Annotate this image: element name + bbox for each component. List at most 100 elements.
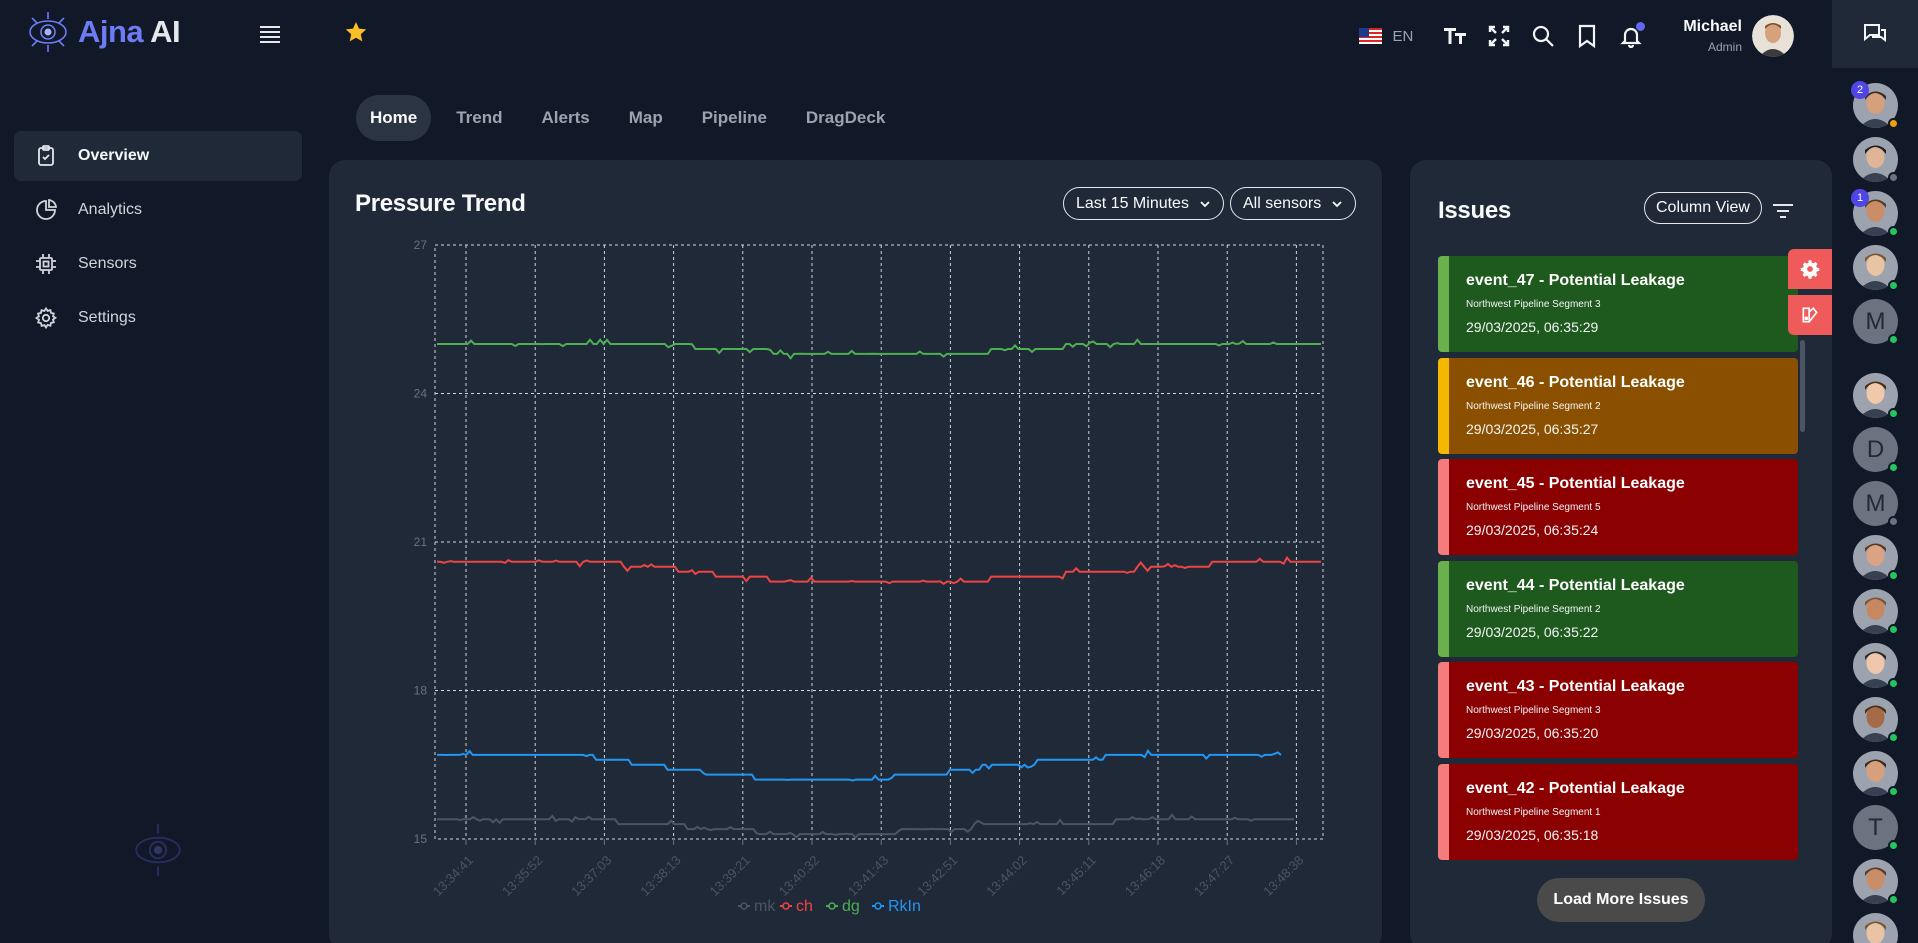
contact-avatar[interactable]	[1853, 589, 1899, 635]
tab-pipeline[interactable]: Pipeline	[701, 108, 767, 127]
sensor-filter-dropdown[interactable]: All sensors	[1230, 187, 1357, 220]
x-tick-label: 13:38:13	[637, 853, 683, 899]
fullscreen-icon[interactable]	[1485, 22, 1513, 50]
sidebar-nav: Overview Analytics Sensors Settings	[14, 131, 302, 347]
sidebar-item-analytics[interactable]: Analytics	[14, 185, 302, 235]
x-tick-label: 13:44:02	[983, 853, 1029, 899]
time-range-dropdown[interactable]: Last 15 Minutes	[1063, 187, 1224, 220]
tab-map[interactable]: Map	[628, 108, 663, 127]
contact-avatar[interactable]	[1853, 913, 1898, 943]
presence-status	[1888, 786, 1899, 797]
load-more-issues-button[interactable]: Load More Issues	[1537, 878, 1705, 922]
presence-status	[1888, 408, 1899, 419]
search-icon[interactable]	[1529, 22, 1557, 50]
notification-dot	[1636, 22, 1646, 31]
issue-time: 29/03/2025, 06:35:20	[1466, 725, 1599, 741]
issue-title: event_43 - Potential Leakage	[1466, 678, 1685, 695]
y-tick-label: 21	[414, 535, 428, 549]
y-tick-label: 24	[414, 387, 428, 401]
contact-avatar[interactable]: 1	[1851, 189, 1899, 237]
unread-badge: 2	[1851, 81, 1869, 99]
pressure-trend-card: Pressure Trend Last 15 Minutes All senso…	[329, 160, 1382, 943]
legend-label: mk	[754, 898, 776, 915]
tab-alerts[interactable]: Alerts	[541, 108, 590, 127]
filter-icon[interactable]	[1772, 202, 1794, 220]
contact-avatar[interactable]: M	[1853, 481, 1899, 527]
issue-list-scrollbar[interactable]	[1800, 340, 1805, 432]
clipboard-check-icon	[38, 145, 54, 166]
sidebar-item-label: Overview	[78, 147, 150, 164]
menu-toggle-icon[interactable]	[260, 26, 280, 44]
bell-icon[interactable]	[1617, 22, 1646, 50]
issue-item[interactable]: event_47 - Potential Leakage Northwest Pi…	[1438, 256, 1798, 352]
legend-swatch-marker	[874, 902, 882, 910]
contact-avatar[interactable]	[1853, 535, 1899, 581]
sidebar-item-settings[interactable]: Settings	[14, 293, 302, 343]
user-menu[interactable]: Michael Admin	[1683, 15, 1794, 57]
contact-avatar[interactable]: 2	[1851, 81, 1899, 129]
pie-chart-icon	[36, 198, 58, 220]
eye-logo-icon	[29, 12, 67, 52]
favorite-star-icon[interactable]	[344, 20, 368, 44]
user-avatar[interactable]	[1752, 15, 1794, 57]
language-selector[interactable]: EN	[1359, 28, 1413, 45]
contact-avatar[interactable]: T	[1853, 805, 1899, 851]
x-tick-label: 13:46:18	[1122, 853, 1168, 899]
tab-trend[interactable]: Trend	[456, 108, 503, 127]
legend-swatch-marker	[828, 902, 836, 910]
sidebar: Ajna AI Overview Analytics Sensors Setti…	[0, 0, 316, 943]
issue-item[interactable]: event_42 - Potential Leakage Northwest Pi…	[1438, 763, 1798, 860]
sensor-filter-value: All sensors	[1243, 194, 1322, 212]
contact-avatar[interactable]	[1853, 751, 1899, 797]
contact-initial: T	[1853, 805, 1898, 850]
contact-avatar[interactable]	[1853, 245, 1899, 291]
issue-item[interactable]: event_44 - Potential Leakage Northwest Pi…	[1438, 560, 1798, 657]
sidebar-item-overview[interactable]: Overview	[14, 131, 302, 181]
app-name: Ajna AI	[78, 14, 181, 49]
issue-segment: Northwest Pipeline Segment 2	[1466, 400, 1601, 412]
presence-status	[1888, 624, 1899, 635]
gear-icon	[1800, 260, 1820, 279]
sidebar-item-label: Analytics	[78, 201, 143, 218]
contact-avatar[interactable]	[1853, 859, 1899, 905]
chart-title: Pressure Trend	[355, 190, 526, 217]
y-tick-label: 15	[414, 832, 428, 846]
app-logo[interactable]: Ajna AI	[26, 10, 181, 54]
issue-time: 29/03/2025, 06:35:29	[1466, 319, 1599, 335]
column-view-button[interactable]: Column View	[1644, 192, 1762, 224]
user-name: Michael	[1683, 18, 1742, 35]
issue-segment: Northwest Pipeline Segment 5	[1466, 502, 1601, 513]
contact-avatar[interactable]	[1853, 373, 1899, 419]
contact-avatar[interactable]: D	[1853, 427, 1899, 473]
issue-item[interactable]: event_45 - Potential Leakage Northwest Pi…	[1438, 459, 1798, 555]
y-tick-label: 27	[414, 238, 428, 252]
severity-stripe	[1438, 459, 1449, 555]
contact-avatar[interactable]	[1853, 137, 1899, 183]
settings-float-button[interactable]	[1788, 249, 1832, 289]
pressure-line-chart: 15 18 21 24 27 13:34:41 13:35:52 13:37:03 13:38:…	[414, 238, 1324, 915]
sidebar-item-sensors[interactable]: Sensors	[14, 239, 302, 289]
tab-home[interactable]: Home	[356, 95, 432, 141]
contact-initial: D	[1853, 427, 1898, 472]
chat-toggle[interactable]	[1832, 0, 1918, 68]
issue-item[interactable]: event_46 - Potential Leakage Northwest Pi…	[1438, 357, 1798, 454]
tab-dragdeck[interactable]: DragDeck	[805, 108, 886, 127]
presence-status	[1888, 894, 1899, 905]
x-tick-label: 13:40:32	[776, 853, 822, 899]
issue-segment: Northwest Pipeline Segment 2	[1466, 603, 1601, 615]
issue-segment: Northwest Pipeline Segment 1	[1466, 806, 1601, 818]
watermark-eye-icon	[135, 824, 181, 876]
contact-avatar[interactable]	[1853, 643, 1899, 689]
theme-float-button[interactable]	[1788, 295, 1832, 335]
contact-avatar[interactable]: M	[1853, 299, 1899, 345]
issue-time: 29/03/2025, 06:35:24	[1466, 522, 1599, 538]
bookmark-icon[interactable]	[1573, 22, 1601, 50]
x-tick-label: 13:35:52	[499, 853, 545, 899]
issue-item[interactable]: event_43 - Potential Leakage Northwest Pi…	[1438, 662, 1798, 758]
severity-stripe	[1438, 256, 1449, 352]
contact-avatar[interactable]	[1853, 697, 1899, 743]
font-size-icon[interactable]	[1441, 22, 1469, 50]
legend-label: RkIn	[888, 898, 921, 915]
x-tick-label: 13:48:38	[1260, 853, 1306, 899]
language-label: EN	[1392, 27, 1414, 45]
